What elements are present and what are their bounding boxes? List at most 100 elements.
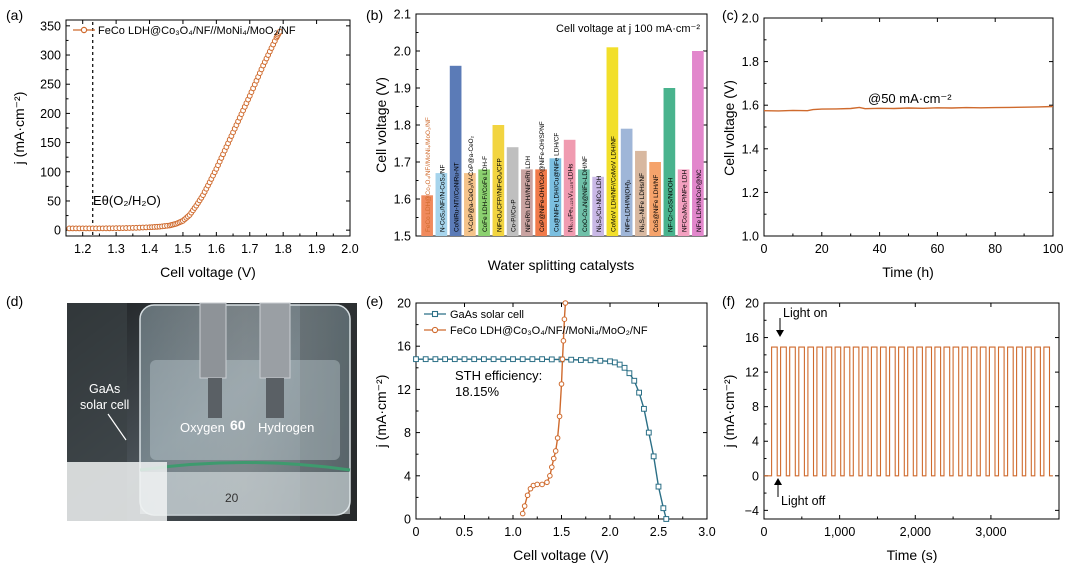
y-tick-label: 300 xyxy=(40,49,61,63)
data-point-electrolyzer xyxy=(550,455,557,462)
bar-10 xyxy=(549,158,562,236)
data-point-electrolyzer xyxy=(519,510,526,517)
data-point-gaas xyxy=(597,357,604,364)
data-point-gaas xyxy=(616,361,623,368)
x-tick-label: 3,000 xyxy=(975,525,1006,539)
data-point-electrolyzer xyxy=(521,503,528,509)
y-tick-label: 0 xyxy=(54,224,61,238)
series-line-light-cycles xyxy=(764,346,1053,477)
data-point-electrolyzer xyxy=(560,338,567,344)
beaker-mark-60: 60 xyxy=(230,417,246,433)
data-point-gaas xyxy=(432,356,439,363)
panel-e-sth-value: 18.15% xyxy=(455,384,500,399)
data-point-gaas xyxy=(451,356,458,363)
data-point-electrolyzer xyxy=(534,481,541,488)
bar-label-2: N-CoS₂/NF//N-CoS₂/NF xyxy=(439,164,446,232)
panel-b: (b) 1.5 1.6 1.7 1.8 1.9 2.0 2.1 FeCo LDH@Co₃O₄… xyxy=(366,7,708,273)
y-tick-label: 4 xyxy=(404,469,411,483)
y-tick-label: 350 xyxy=(40,19,61,33)
y-tick-label: 250 xyxy=(40,78,61,92)
y-tick-label: 1.4 xyxy=(742,142,759,156)
panel-b-bars: FeCo LDH@Co₃O₄/NF//MoNi₄/MoO₂/NF N-CoS₂/N… xyxy=(421,47,704,236)
data-point-gaas xyxy=(422,356,429,363)
x-tick-label: 1.8 xyxy=(274,242,291,256)
panel-e-series xyxy=(413,300,670,522)
panel-c-ylabel: Cell voltage (V) xyxy=(721,80,737,176)
x-tick-label: 100 xyxy=(1043,242,1064,256)
data-point-electrolyzer xyxy=(552,448,559,454)
x-tick-label: 0.5 xyxy=(456,525,473,539)
y-tick-label: 1.2 xyxy=(742,186,759,200)
y-tick-label: 4 xyxy=(752,435,759,449)
bar-label-7: Co-P//Co-P xyxy=(511,199,518,232)
panel-f-label: (f) xyxy=(722,293,735,309)
x-tick-label: 80 xyxy=(988,242,1002,256)
bar-6 xyxy=(492,125,505,236)
bar-label-16: Ni₃S₂-NiFe LDHs/NF xyxy=(639,173,646,232)
panel-c-label: (c) xyxy=(722,7,738,23)
x-tick-label: 3.0 xyxy=(698,525,715,539)
panel-a-label: (a) xyxy=(6,7,23,23)
arrow-light-off-head xyxy=(774,478,782,485)
panel-f-frame xyxy=(763,302,1060,520)
panel-d: (d) 20 60 GaAs solar cell Oxygen Hydroge… xyxy=(6,293,357,521)
bar-15 xyxy=(620,128,633,236)
panel-f-light-off: Light off xyxy=(781,494,826,508)
bar-label-17: CoS@NiFe LDH/NF xyxy=(653,175,660,232)
y-tick-label: 1.7 xyxy=(394,156,411,170)
data-point-gaas xyxy=(587,357,594,364)
bar-label-6: NiFeOₓ/CFP//NiFeOₓ/CFP xyxy=(496,158,503,232)
x-tick-label: 1.9 xyxy=(308,242,325,256)
y-tick-label: 1.8 xyxy=(742,55,759,69)
panel-a-ticks: 1.2 1.3 1.4 1.5 1.6 1.7 1.8 1.9 2.0 0 50 100 150 200 2… xyxy=(40,19,359,256)
data-point-electrolyzer xyxy=(549,464,555,470)
legend-e2-text: FeCo LDH@Co₃O₄/NF//MoNi₄/MoO₂/NF xyxy=(450,325,648,337)
photo-electrolyzer: 20 60 xyxy=(67,302,357,521)
panel-f-light-on: Light on xyxy=(783,306,828,320)
data-point-gaas xyxy=(636,389,643,396)
bar-12 xyxy=(578,169,590,236)
y-tick-label: 1.8 xyxy=(394,119,411,133)
data-point-gaas xyxy=(539,356,546,363)
panel-e: (e) 0 0.5 1.0 1.5 2.0 2.5 3.0 0 4 8 12 16 20 GaAs so… xyxy=(366,293,716,563)
legend-e2-marker xyxy=(431,326,439,334)
panel-a-xlabel: Cell voltage (V) xyxy=(160,264,256,280)
bar-label-3: CoNiRu-NT//CoNiRu-NT xyxy=(454,162,461,232)
y-tick-label: 16 xyxy=(397,340,411,354)
y-tick-label: 1.6 xyxy=(394,193,411,207)
y-tick-label: 150 xyxy=(40,136,61,150)
y-tick-label: 200 xyxy=(40,107,61,121)
y-tick-label: 16 xyxy=(745,331,759,345)
data-point-electrolyzer xyxy=(561,316,568,323)
bar-7 xyxy=(506,147,519,236)
panel-c-xlabel: Time (h) xyxy=(882,264,934,280)
panel-c-ticks: 0 20 40 60 80 100 1.0 1.2 1.4 1.6 1.8 2.0 xyxy=(742,12,1064,257)
x-tick-label: 1.5 xyxy=(553,525,570,539)
y-tick-label: 0 xyxy=(404,513,411,527)
x-tick-label: 1.0 xyxy=(504,525,521,539)
y-tick-label: 1.9 xyxy=(394,82,411,96)
y-tick-label: 100 xyxy=(40,165,61,179)
data-point-gaas xyxy=(519,356,526,363)
bar-label-12: CoO-Co₄N@NiFe-LDH/NF xyxy=(582,156,589,232)
bar-label-5: CoFe LDH-F//CoFe LDH-F xyxy=(482,156,489,232)
x-tick-label: 1.7 xyxy=(241,242,258,256)
y-tick-label: 12 xyxy=(745,366,759,380)
bar-label-11: Ni₀.₇₅Fe₀.₁₂₅V₀.₁₂₅-LDHs xyxy=(568,164,575,232)
y-tick-label: 8 xyxy=(752,400,759,414)
data-point-gaas xyxy=(621,364,628,371)
y-tick-label: −4 xyxy=(745,504,759,518)
bar-8 xyxy=(521,169,533,236)
y-tick-label: 8 xyxy=(404,426,411,440)
panel-b-title: Cell voltage at j 100 mA·cm⁻² xyxy=(556,23,700,35)
panel-e-ylabel: j (mA·cm⁻²) xyxy=(373,375,389,449)
x-tick-label: 2.0 xyxy=(341,242,358,256)
bar-20 xyxy=(692,51,704,236)
bar-label-13: Ni₃S₂/Cu-NiCo LDH xyxy=(596,175,603,232)
bar-17 xyxy=(649,162,661,236)
data-point-gaas xyxy=(607,358,613,365)
y-tick-label: 12 xyxy=(397,383,411,397)
photo-arrow-cell xyxy=(107,413,127,441)
photo-label-hydrogen: Hydrogen xyxy=(258,420,314,435)
